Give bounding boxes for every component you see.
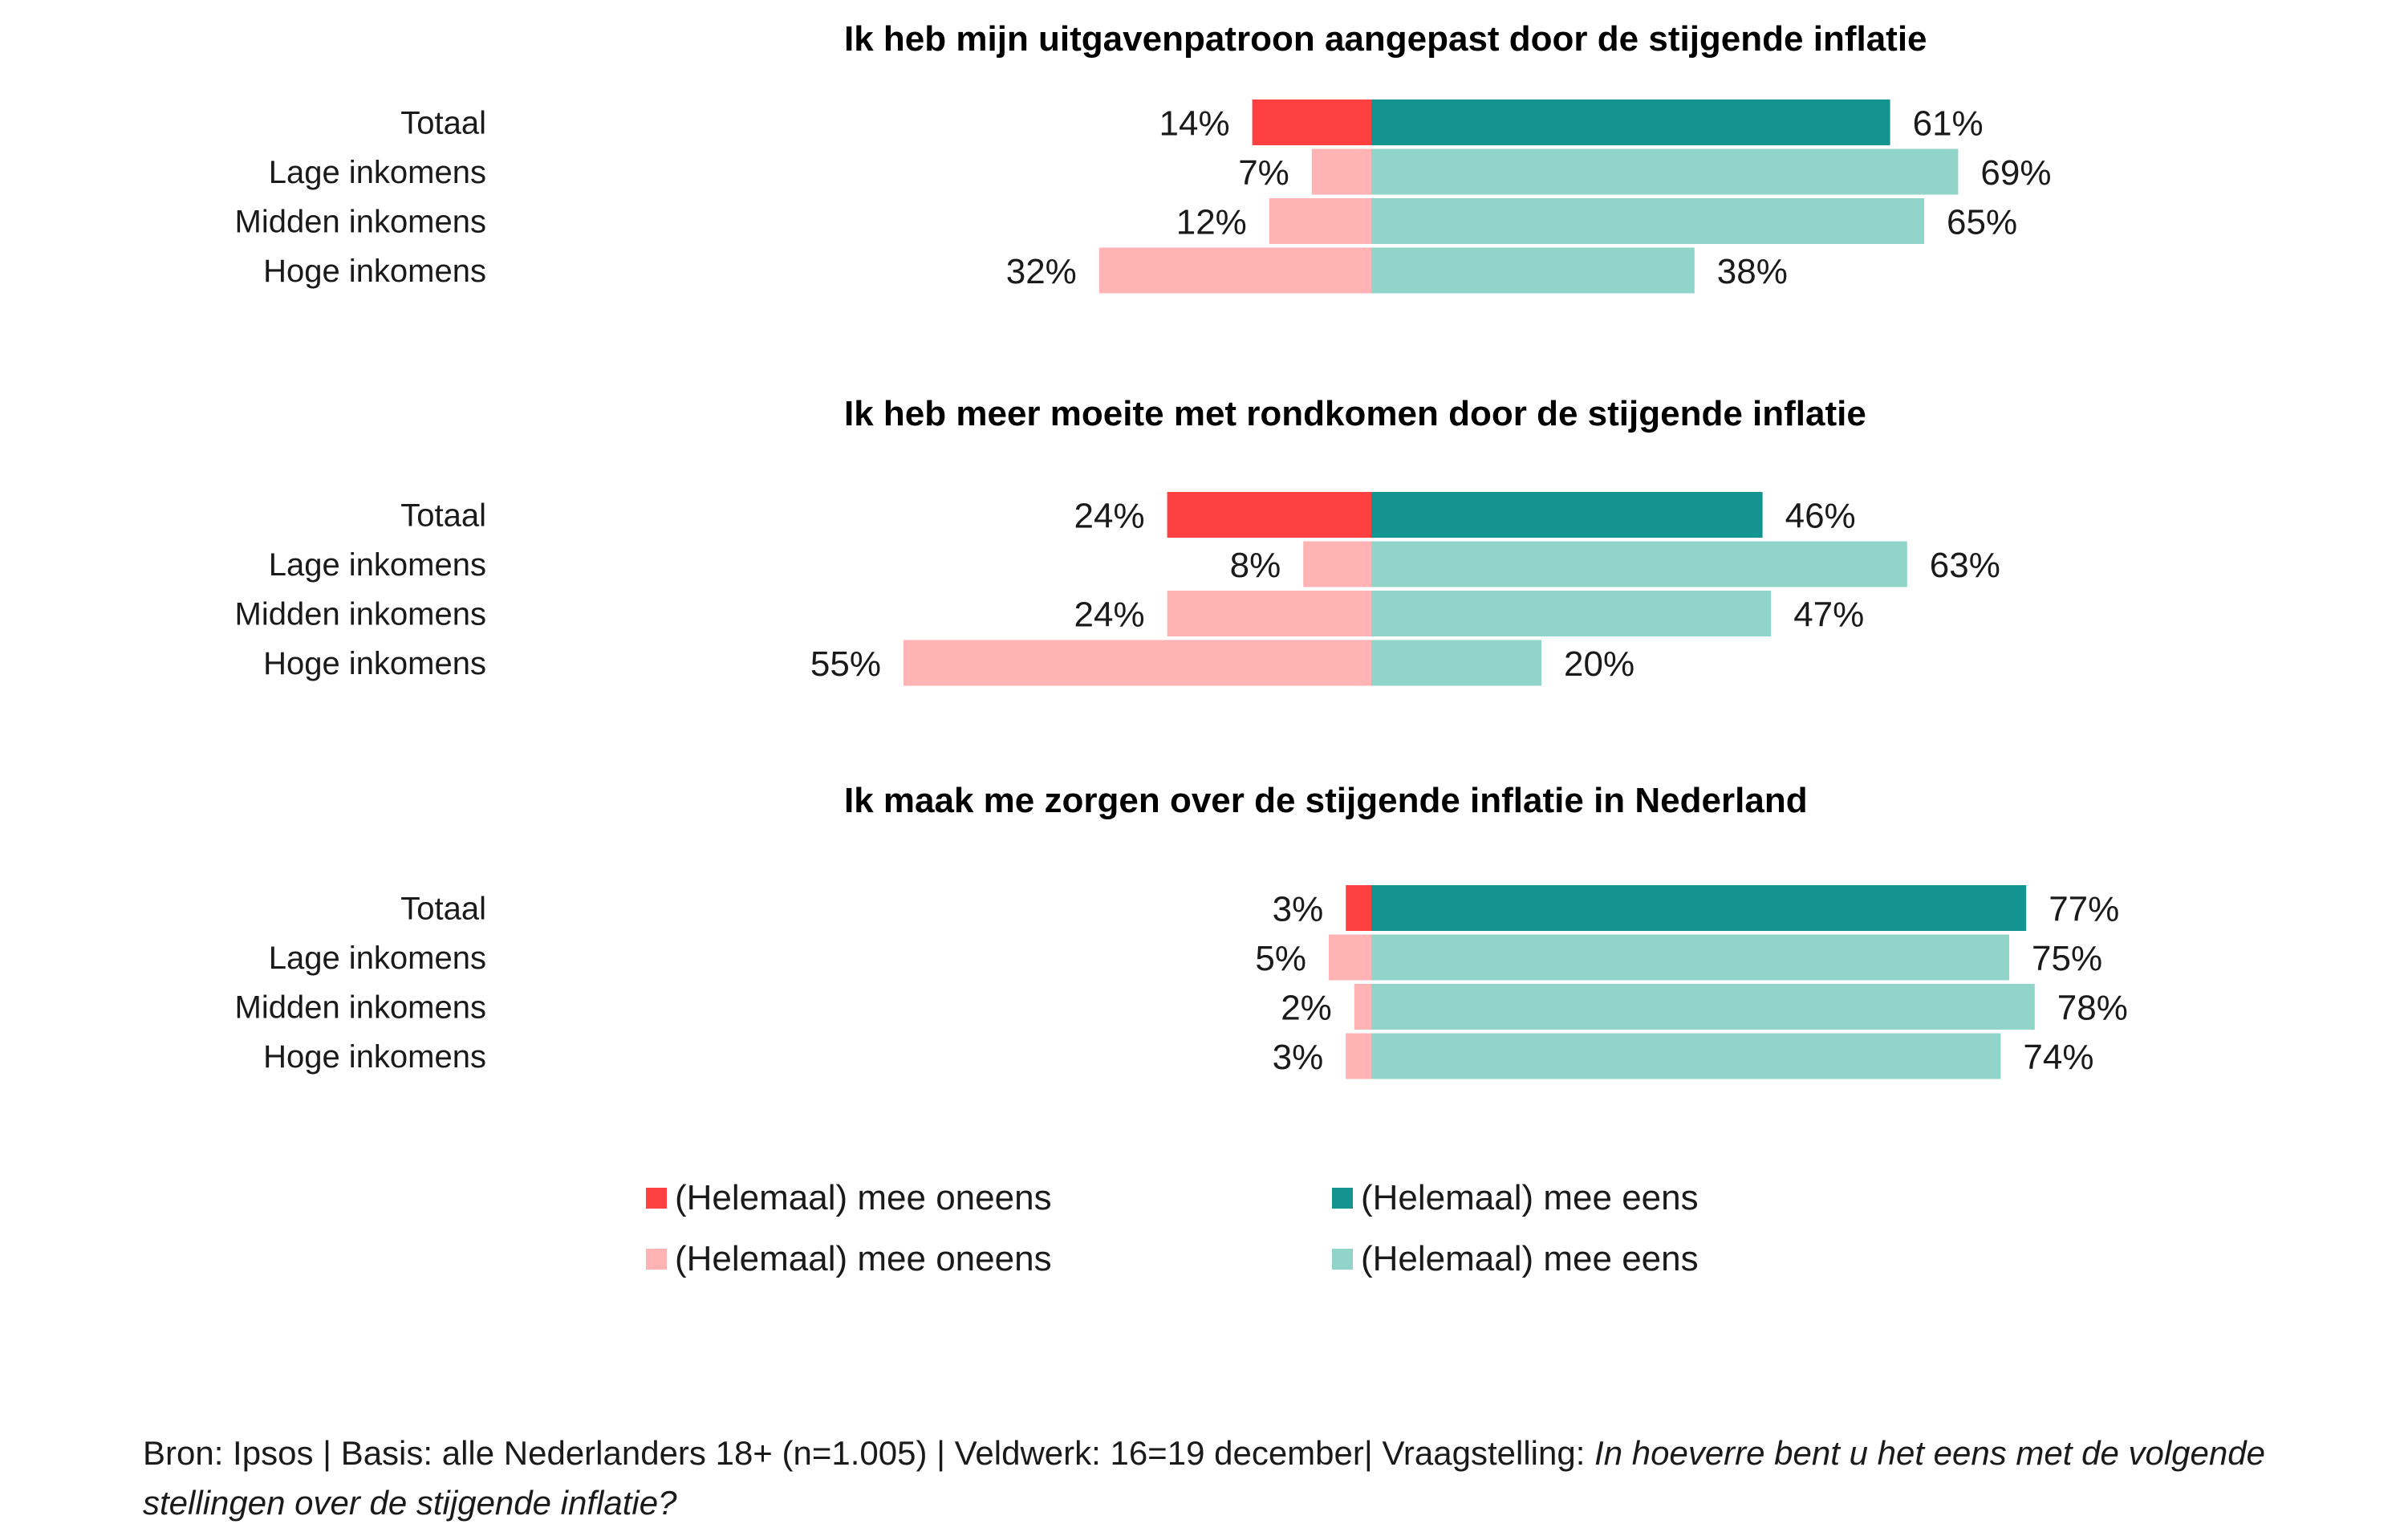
category-label-3-4: Hoge inkomens xyxy=(263,1039,486,1075)
data-label-disagree-2-1: 24% xyxy=(1074,497,1145,536)
data-label-agree-3-4: 74% xyxy=(2023,1038,2093,1077)
bar-disagree-3-2 xyxy=(1329,934,1371,981)
data-label-agree-1-4: 38% xyxy=(1717,252,1788,291)
data-label-agree-3-2: 75% xyxy=(2032,939,2102,978)
legend-swatch-disagree-group xyxy=(646,1249,667,1270)
bar-disagree-3-4 xyxy=(1346,1033,1371,1079)
data-label-agree-2-4: 20% xyxy=(1564,644,1634,684)
bar-disagree-3-3 xyxy=(1354,984,1371,1030)
data-label-agree-1-3: 65% xyxy=(1947,203,2017,242)
legend-swatch-disagree-total xyxy=(646,1188,667,1209)
chart-title-3: Ik maak me zorgen over de stijgende infl… xyxy=(844,781,1808,820)
data-label-agree-2-3: 47% xyxy=(1793,595,1864,635)
bar-agree-1-1 xyxy=(1371,100,1890,145)
legend-swatch-agree-group xyxy=(1332,1249,1353,1270)
data-label-disagree-2-2: 8% xyxy=(1230,546,1281,585)
category-label-2-1: Totaal xyxy=(400,498,486,534)
category-label-2-4: Hoge inkomens xyxy=(263,646,486,681)
legend-item-disagree-total: (Helemaal) mee oneens xyxy=(646,1178,1052,1218)
legend-label-disagree-group: (Helemaal) mee oneens xyxy=(675,1239,1052,1278)
data-label-agree-2-2: 63% xyxy=(1930,546,2000,585)
bar-disagree-2-4 xyxy=(904,640,1371,686)
legend-item-agree-group: (Helemaal) mee eens xyxy=(1332,1239,1699,1279)
bar-disagree-1-1 xyxy=(1252,100,1371,145)
category-label-1-1: Totaal xyxy=(400,106,486,141)
category-label-1-3: Midden inkomens xyxy=(235,205,487,240)
legend-item-agree-total: (Helemaal) mee eens xyxy=(1332,1178,1699,1218)
data-label-disagree-3-2: 5% xyxy=(1255,939,1306,978)
data-label-agree-1-1: 61% xyxy=(1913,104,1984,144)
category-label-2-2: Lage inkomens xyxy=(269,547,486,583)
bar-agree-2-4 xyxy=(1371,640,1541,686)
chart-title-1: Ik heb mijn uitgavenpatroon aangepast do… xyxy=(844,19,1927,59)
footnote-source: Bron: Ipsos | Basis: alle Nederlanders 1… xyxy=(143,1434,1595,1472)
bar-disagree-2-3 xyxy=(1167,591,1371,636)
bar-disagree-2-1 xyxy=(1167,492,1371,538)
data-label-disagree-3-1: 3% xyxy=(1273,890,1324,929)
data-label-agree-3-3: 78% xyxy=(2057,989,2128,1028)
legend-item-disagree-group: (Helemaal) mee oneens xyxy=(646,1239,1052,1279)
bar-agree-2-2 xyxy=(1371,541,1907,587)
category-label-3-2: Lage inkomens xyxy=(269,941,486,976)
bar-agree-1-2 xyxy=(1371,148,1959,195)
data-label-disagree-3-4: 3% xyxy=(1273,1038,1324,1077)
data-label-disagree-2-4: 55% xyxy=(810,644,881,684)
bar-disagree-2-2 xyxy=(1303,541,1371,587)
category-label-3-1: Totaal xyxy=(400,892,486,927)
legend-label-agree-group: (Helemaal) mee eens xyxy=(1361,1239,1699,1278)
data-label-disagree-1-4: 32% xyxy=(1006,252,1077,291)
data-label-disagree-3-3: 2% xyxy=(1281,989,1332,1028)
data-label-disagree-1-3: 12% xyxy=(1176,203,1247,242)
bar-disagree-1-3 xyxy=(1269,198,1371,244)
category-label-3-3: Midden inkomens xyxy=(235,990,487,1026)
legend: (Helemaal) mee oneens (Helemaal) mee een… xyxy=(646,1178,1769,1315)
category-label-2-3: Midden inkomens xyxy=(235,597,487,632)
bar-disagree-1-2 xyxy=(1311,148,1371,195)
bar-agree-3-4 xyxy=(1371,1033,2001,1079)
bar-agree-3-1 xyxy=(1371,885,2027,931)
category-label-1-4: Hoge inkomens xyxy=(263,254,486,289)
legend-swatch-agree-total xyxy=(1332,1188,1353,1209)
data-label-disagree-2-3: 24% xyxy=(1074,595,1145,635)
bar-agree-2-3 xyxy=(1371,591,1772,636)
chart-title-2: Ik heb meer moeite met rondkomen door de… xyxy=(844,394,1866,433)
data-label-agree-3-1: 77% xyxy=(2049,890,2119,929)
data-label-disagree-1-2: 7% xyxy=(1238,153,1289,193)
legend-label-agree-total: (Helemaal) mee eens xyxy=(1361,1178,1699,1217)
bar-agree-3-3 xyxy=(1371,984,2035,1030)
bar-agree-3-2 xyxy=(1371,934,2009,981)
data-label-agree-2-1: 46% xyxy=(1785,497,1856,536)
bar-disagree-3-1 xyxy=(1346,885,1371,931)
data-label-agree-1-2: 69% xyxy=(1980,153,2051,193)
legend-label-disagree-total: (Helemaal) mee oneens xyxy=(675,1178,1052,1217)
bar-disagree-1-4 xyxy=(1098,247,1371,294)
data-label-disagree-1-1: 14% xyxy=(1159,104,1230,144)
bar-agree-1-4 xyxy=(1371,247,1695,294)
bar-agree-1-3 xyxy=(1371,198,1924,244)
source-footnote: Bron: Ipsos | Basis: alle Nederlanders 1… xyxy=(143,1428,2309,1528)
bar-agree-2-1 xyxy=(1371,492,1763,538)
category-label-1-2: Lage inkomens xyxy=(269,155,486,190)
